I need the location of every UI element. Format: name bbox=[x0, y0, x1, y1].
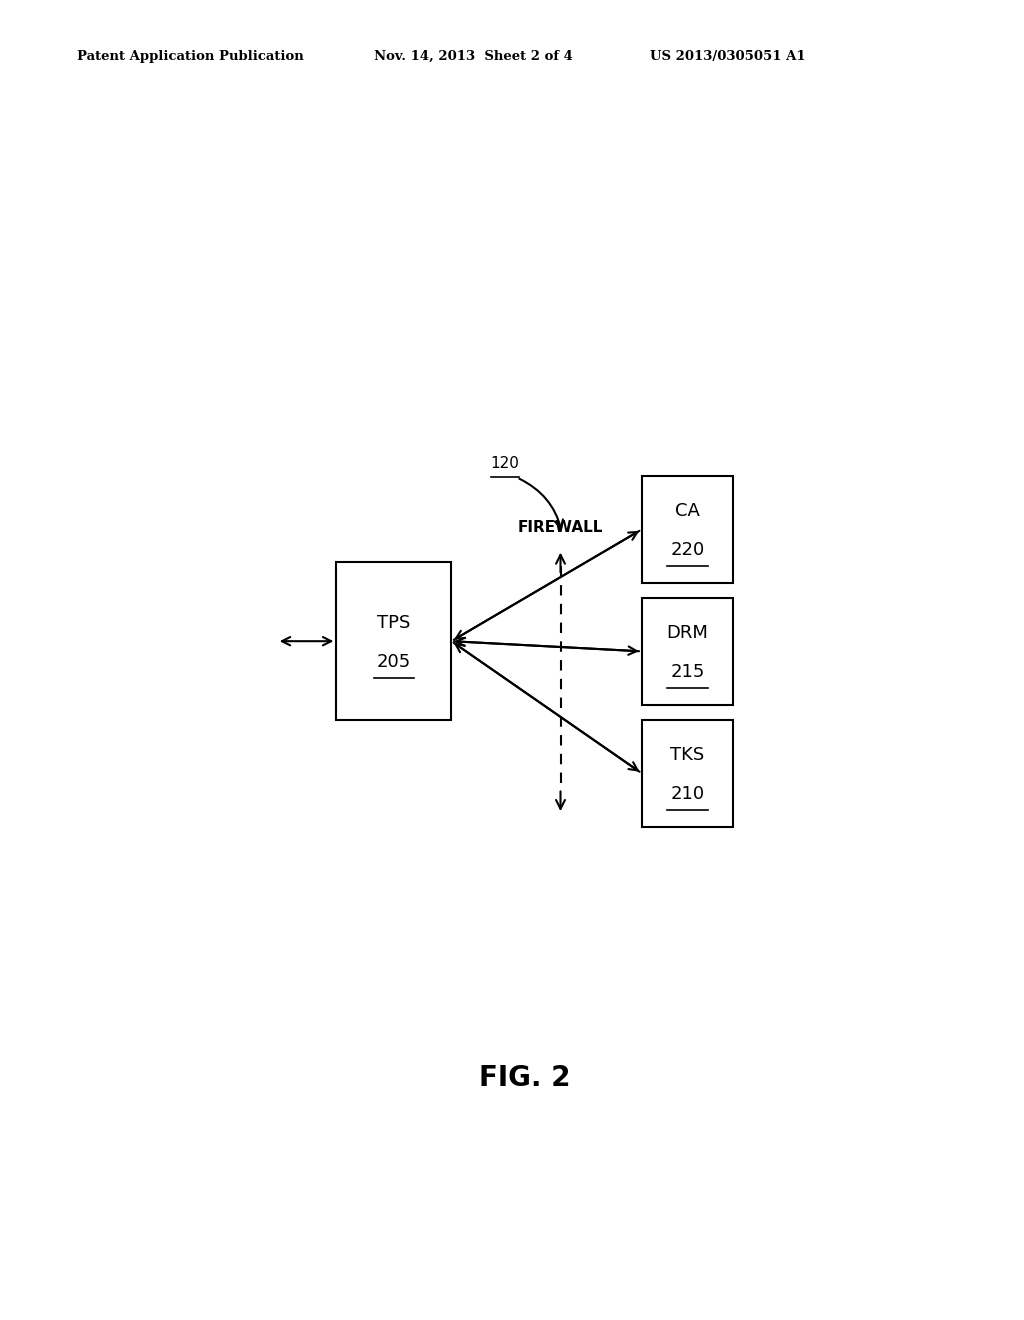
Text: TPS: TPS bbox=[377, 614, 411, 632]
Text: Patent Application Publication: Patent Application Publication bbox=[77, 50, 303, 63]
Text: US 2013/0305051 A1: US 2013/0305051 A1 bbox=[650, 50, 806, 63]
Text: 120: 120 bbox=[490, 455, 519, 471]
Text: 205: 205 bbox=[377, 652, 411, 671]
Text: 215: 215 bbox=[671, 663, 705, 681]
Bar bbox=[642, 719, 733, 826]
Bar bbox=[336, 562, 452, 719]
Text: Nov. 14, 2013  Sheet 2 of 4: Nov. 14, 2013 Sheet 2 of 4 bbox=[374, 50, 572, 63]
Text: 210: 210 bbox=[671, 784, 705, 803]
Text: FIG. 2: FIG. 2 bbox=[479, 1064, 570, 1092]
Bar bbox=[642, 598, 733, 705]
Text: FIREWALL: FIREWALL bbox=[518, 520, 603, 536]
Bar bbox=[642, 477, 733, 582]
Text: 220: 220 bbox=[671, 541, 705, 558]
Text: DRM: DRM bbox=[667, 624, 709, 642]
Text: CA: CA bbox=[675, 502, 700, 520]
Text: TKS: TKS bbox=[671, 746, 705, 764]
